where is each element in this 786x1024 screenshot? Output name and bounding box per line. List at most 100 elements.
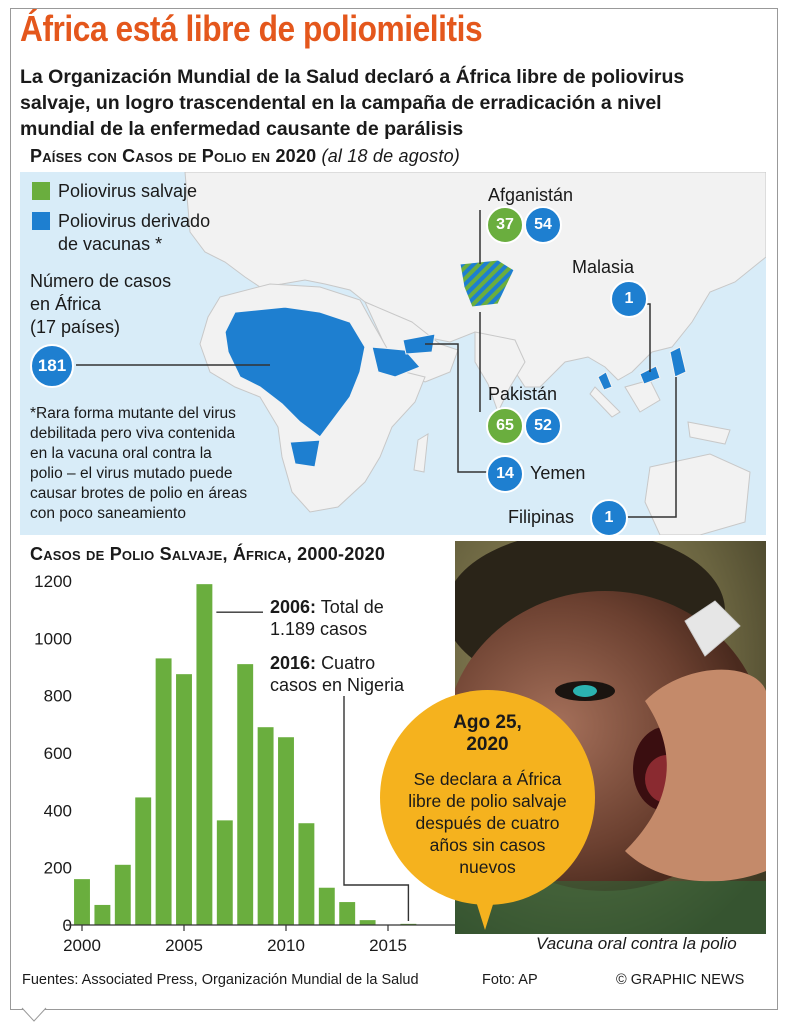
callout-text-line-1: Se declara a África: [413, 769, 562, 789]
legend-wild-label: Poliovirus salvaje: [58, 181, 198, 201]
map-heading-note: (al 18 de agosto): [321, 146, 460, 166]
bar-2005: [176, 674, 192, 925]
x-tick-label: 2005: [165, 936, 203, 955]
lead-paragraph: La Organización Mundial de la Salud decl…: [20, 66, 685, 140]
callout-text-line-3: después de cuatro: [415, 813, 560, 833]
afghanistan-wild-badge: 37: [486, 206, 524, 244]
bar-2011: [298, 823, 315, 925]
bar-2007: [216, 820, 233, 925]
callout-date-line-1: Ago 25,: [453, 712, 522, 733]
bar-2014: [359, 920, 376, 925]
footnote-line-3: en la vacuna oral contra la: [30, 445, 212, 462]
callout-text-line-5: nuevos: [459, 857, 516, 877]
chart-heading: Casos de Polio Salvaje, África, 2000-202…: [30, 544, 386, 564]
annotation-2016-text-2: casos en Nigeria: [270, 675, 405, 695]
philippines-label: Filipinas: [508, 507, 575, 527]
world-map: Poliovirus salvaje Poliovirus derivado d…: [20, 172, 766, 535]
callout-text-line-4: años sin casos: [429, 835, 546, 855]
footnote-line-2: debilitada pero viva contenida: [30, 425, 236, 442]
philippines-badge: 1: [590, 499, 628, 535]
footnote-line-6: con poco saneamiento: [30, 505, 186, 522]
x-tick-label: 2000: [63, 936, 101, 955]
callout-pointer: [475, 898, 495, 930]
africa-count-badge: 181: [30, 344, 74, 388]
afghanistan-label: Afganistán: [488, 185, 574, 205]
annotation-2006-year: 2006:: [270, 597, 317, 617]
bar-2000: [74, 879, 90, 925]
bar-2002: [114, 864, 131, 925]
legend-vaccine-label-2: de vacunas *: [58, 234, 163, 254]
vaccine-swatch: [32, 212, 50, 230]
india-land: [474, 331, 526, 414]
map-heading-text: Países con Casos de Polio en 2020: [30, 146, 317, 166]
footnote-line-1: *Rara forma mutante del virus: [30, 405, 236, 422]
yemen-badge: 14: [486, 455, 524, 493]
footer-photo-credit: Foto: AP: [482, 972, 538, 988]
horn-cases-region: [371, 346, 422, 378]
annotation-2006: 2006: Total de 1.189 casos: [270, 596, 384, 640]
bar-2008: [237, 664, 254, 925]
callout-date: Ago 25, 2020: [380, 712, 595, 756]
x-tick-label: 2010: [267, 936, 305, 955]
newguinea-land: [687, 421, 731, 445]
map-svg: [76, 172, 766, 535]
wild-swatch: [32, 182, 50, 200]
footnote-line-4: polio – el virus mutado puede: [30, 465, 233, 482]
declaration-callout: [380, 690, 595, 905]
y-tick-label: 800: [44, 687, 72, 706]
bar-2006: [196, 584, 213, 925]
bar-2012: [318, 887, 335, 925]
bar-2010: [278, 737, 294, 925]
bar-chart: 0200400600800100012002000200520102015202…: [34, 572, 460, 955]
annotation-2016-leader: [343, 696, 410, 921]
yemen-label: Yemen: [530, 463, 586, 483]
philippines-leader-line: [625, 377, 677, 518]
footnote-line-5: causar brotes de polio en áreas: [30, 485, 248, 502]
bar-2009: [257, 727, 274, 925]
photo-caption: Vacuna oral contra la polio: [536, 934, 737, 953]
africa-label-1: Número de casos: [30, 271, 172, 291]
bar-2013: [339, 902, 356, 925]
callout-text-line-2: libre de polio salvaje: [408, 791, 567, 811]
bar-2004: [155, 658, 172, 925]
malaysia-label: Malasia: [572, 257, 635, 277]
africa-label-3: (17 países): [30, 317, 121, 337]
australia-land: [644, 453, 751, 535]
madagascar-land: [413, 433, 429, 473]
pakistan-label: Pakistán: [488, 384, 558, 404]
annotation-2006-text-1: Total de: [320, 597, 384, 617]
afg-pak-region: [459, 259, 515, 308]
africa-label-2: en África: [30, 294, 102, 314]
y-tick-label: 400: [44, 801, 72, 820]
sumatra-land: [589, 386, 621, 418]
borneo-land: [624, 379, 661, 413]
footer-sources: Fuentes: Associated Press, Organización …: [22, 972, 419, 988]
page-title: África está libre de poliomielitis: [20, 8, 483, 49]
map-heading: Países con Casos de Polio en 2020 (al 18…: [30, 146, 460, 167]
legend-vaccine-label-1: Poliovirus derivado: [58, 211, 211, 231]
y-tick-label: 1000: [34, 629, 72, 648]
footer-credit: © GRAPHIC NEWS: [616, 972, 745, 988]
callout-text: Se declara a África libre de polio salva…: [380, 768, 595, 878]
frame-pointer: [21, 1007, 47, 1022]
bar-2001: [94, 904, 111, 925]
pakistan-wild-badge: 65: [486, 407, 524, 445]
y-tick-label: 200: [44, 859, 72, 878]
bar-2003: [135, 797, 152, 925]
yemen-region: [402, 333, 436, 355]
afghanistan-vaccine-badge: 54: [524, 206, 562, 244]
philippines-region: [669, 346, 687, 378]
pakistan-vaccine-badge: 52: [524, 407, 562, 445]
annotation-2016: 2016: Cuatro casos en Nigeria: [270, 652, 404, 696]
malaysia-peninsula-region: [597, 371, 613, 391]
annotation-2006-text-2: 1.189 casos: [270, 619, 368, 639]
malaysia-badge: 1: [610, 280, 648, 318]
annotation-2016-text-1: Cuatro: [321, 653, 376, 673]
x-tick-label: 2015: [369, 936, 407, 955]
yemen-leader-line: [425, 343, 490, 473]
africa-cases-region: [224, 306, 366, 438]
y-tick-label: 1200: [34, 572, 72, 591]
annotation-2016-year: 2016:: [270, 653, 317, 673]
callout-date-line-2: 2020: [466, 734, 509, 755]
angola-cases-region: [289, 439, 321, 468]
